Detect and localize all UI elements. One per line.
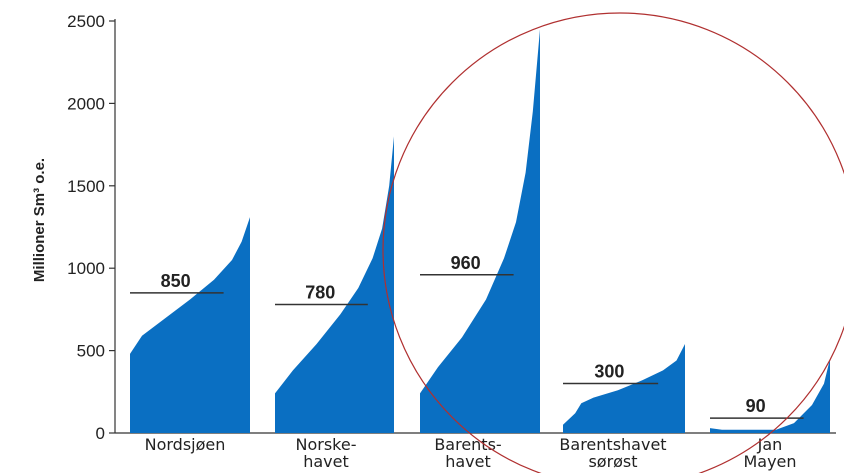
x-category-label: havet — [303, 452, 349, 471]
expected-value-label: 960 — [451, 253, 481, 273]
areas: 850 780 960 300 90 — [130, 29, 830, 433]
expected-value-label: 90 — [746, 396, 766, 416]
area-series-1 — [130, 217, 250, 433]
y-tick-label: 0 — [96, 424, 105, 443]
y-axis-label: Millioner Sm³ o.e. — [31, 158, 48, 282]
y-tick-label: 500 — [77, 342, 105, 361]
x-category-label: havet — [445, 452, 491, 471]
expected-value-label: 850 — [161, 271, 191, 291]
expected-value-label: 780 — [305, 282, 335, 302]
x-category-label: sørøst — [588, 452, 637, 471]
x-category-label: Barentshavet — [559, 435, 666, 454]
x-category-label: Jan — [757, 435, 783, 454]
expected-value-label: 300 — [594, 362, 624, 382]
x-category-label: Barents- — [434, 435, 501, 454]
x-category-label: Norske- — [296, 435, 357, 454]
highlight-circle — [382, 12, 844, 473]
area-series-4 — [563, 344, 685, 433]
category-labels: Nordsjøen Norske-havetBarents-havetBarent… — [145, 435, 797, 471]
area-series-3 — [420, 29, 540, 433]
x-category-label: Nordsjøen — [145, 435, 226, 454]
y-tick-label: 1500 — [67, 177, 105, 196]
x-category-label: Mayen — [743, 452, 796, 471]
area-series-2 — [275, 136, 394, 433]
area-series-5 — [710, 358, 830, 433]
y-tick-label: 2500 — [67, 12, 105, 31]
y-tick-label: 2000 — [67, 94, 105, 113]
y-tick-label: 1000 — [67, 259, 105, 278]
